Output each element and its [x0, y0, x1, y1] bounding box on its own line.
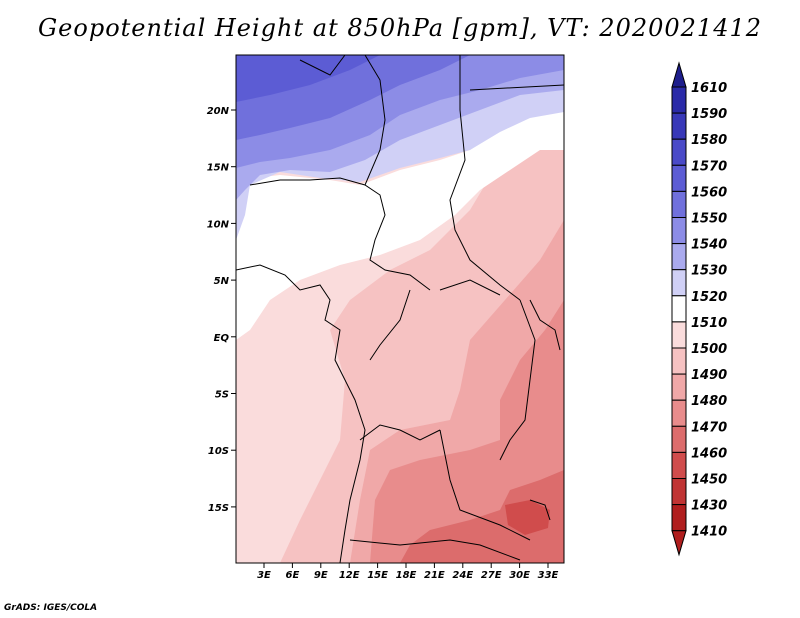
lat-tick-label: 20N [207, 106, 230, 117]
lon-tick-label: 18E [396, 570, 417, 581]
colorbar-segment [671, 399, 687, 427]
colorbar-top-arrow [671, 61, 687, 88]
plot-frame [235, 54, 565, 564]
colorbar-segment [671, 504, 687, 532]
colorbar-label: 1500 [691, 342, 727, 357]
lon-tick-label: 3E [257, 570, 271, 581]
colorbar-label: 1570 [691, 159, 727, 174]
colorbar-segment [671, 321, 687, 349]
colorbar-segment [671, 295, 687, 323]
colorbar-label: 1450 [691, 473, 727, 488]
lon-tick-label: 33E [538, 570, 559, 581]
lon-tick-label: 24E [452, 570, 473, 581]
colorbar-label: 1560 [691, 185, 727, 200]
lon-axis: 3E 6E 9E 12E 15E 18E 21E 24E 27E 30E 33E [257, 563, 559, 581]
colorbar-label: 1580 [691, 133, 727, 148]
lon-tick-label: 6E [286, 570, 300, 581]
lon-tick-label: 30E [509, 570, 530, 581]
colorbar-segment [671, 478, 687, 506]
colorbar-segment [671, 138, 687, 166]
colorbar-label: 1480 [691, 394, 727, 409]
lon-tick-label: 12E [339, 570, 360, 581]
colorbar-label: 1590 [691, 107, 727, 122]
colorbar-label: 1520 [691, 290, 727, 305]
lat-tick-label: 15S [208, 503, 229, 514]
colorbar-label: 1550 [691, 212, 727, 227]
colorbar-segment [671, 243, 687, 271]
colorbar-label: 1540 [691, 238, 727, 253]
contour-1450 [505, 500, 550, 535]
colorbar-segment [671, 86, 687, 114]
colorbar-segment [671, 190, 687, 218]
lon-tick-label: 21E [424, 570, 445, 581]
colorbar-bottom-arrow [671, 530, 687, 557]
colorbar-segment [671, 451, 687, 479]
colorbar-label: 1470 [691, 420, 727, 435]
field-layer [236, 55, 564, 563]
colorbar-label: 1610 [691, 81, 727, 96]
colorbar-label: 1490 [691, 368, 727, 383]
colorbar: 1610 1590 1580 1570 1560 1550 1540 1530 1520 1510… [671, 61, 727, 557]
contour-1460 [400, 470, 564, 563]
colorbar-segment [671, 347, 687, 375]
lat-axis: 20N 15N 10N 5N EQ 5S 10S 15S [207, 106, 236, 514]
colorbar-label: 1430 [691, 499, 727, 514]
colorbar-label: 1460 [691, 446, 727, 461]
lat-tick-label: EQ [214, 333, 230, 344]
colorbar-label: 1510 [691, 316, 727, 331]
contour-1560 [236, 55, 380, 102]
contour-1510 [236, 108, 564, 340]
lat-tick-label: 10S [208, 446, 229, 457]
colorbar-label: 1410 [691, 525, 727, 540]
colorbar-segment [671, 112, 687, 140]
colorbar-segment [671, 217, 687, 245]
colorbar-label: 1530 [691, 264, 727, 279]
lat-tick-label: 5N [214, 276, 230, 287]
lon-tick-label: 15E [367, 570, 388, 581]
colorbar-segment [671, 425, 687, 453]
country-borders [236, 55, 564, 563]
colorbar-segment [671, 269, 687, 297]
lat-tick-label: 15N [207, 163, 230, 174]
lon-tick-label: 27E [481, 570, 502, 581]
lon-tick-label: 9E [314, 570, 328, 581]
colorbar-segment [671, 164, 687, 192]
lat-tick-label: 10N [207, 219, 230, 230]
lat-tick-label: 5S [215, 390, 229, 401]
grads-credit: GrADS: IGES/COLA [4, 603, 98, 613]
map-title: Geopotential Height at 850hPa [gpm], VT:… [38, 14, 762, 42]
colorbar-segment [671, 373, 687, 401]
